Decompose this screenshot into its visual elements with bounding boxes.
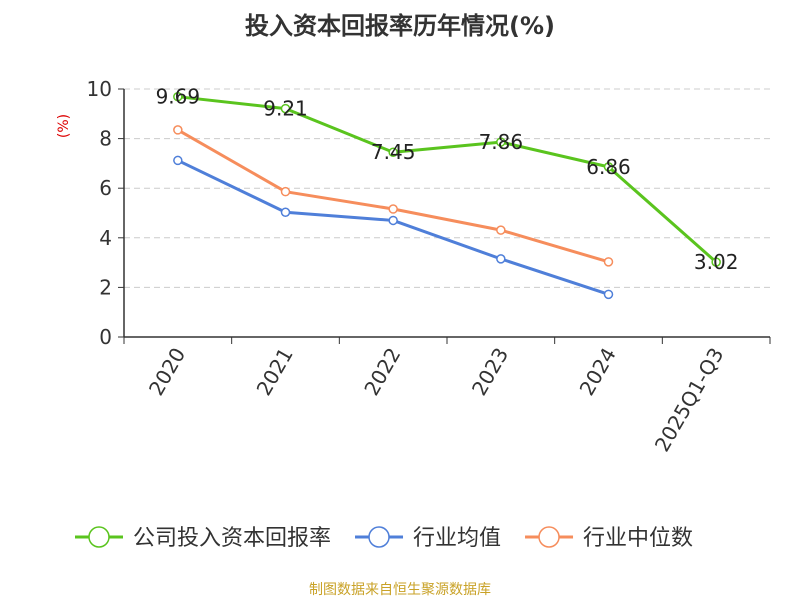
grid-lines bbox=[124, 88, 770, 288]
chart-title: 投入资本回报率历年情况(%) bbox=[245, 12, 555, 40]
y-tick-label: 2 bbox=[99, 275, 112, 299]
legend-marker bbox=[88, 526, 110, 548]
data-label: 7.45 bbox=[371, 140, 416, 164]
x-tick-label: 2023 bbox=[467, 344, 513, 400]
legend-label: 行业均值 bbox=[413, 526, 501, 551]
data-point bbox=[603, 162, 614, 172]
series-line bbox=[177, 159, 609, 296]
data-point bbox=[496, 225, 506, 235]
data-label: 7.86 bbox=[479, 130, 524, 154]
legend-label: 公司投入资本回报率 bbox=[133, 526, 331, 551]
source-note: 制图数据来自恒生聚源数据库 bbox=[309, 582, 491, 598]
legend: 公司投入资本回报率 行业均值 行业中位数 bbox=[75, 526, 693, 551]
data-point bbox=[603, 257, 614, 267]
data-point bbox=[603, 289, 614, 300]
series-line bbox=[177, 95, 718, 264]
data-point bbox=[496, 254, 506, 264]
data-point bbox=[496, 137, 506, 147]
legend-marker bbox=[368, 526, 390, 548]
axes: 0 2 4 6 8 10 2020 2021 2022 2023 2024 2025Q1-Q3 bbox=[87, 77, 771, 456]
data-point bbox=[711, 257, 721, 267]
series-layer bbox=[173, 91, 721, 300]
data-point bbox=[173, 91, 183, 102]
x-tick-label: 2020 bbox=[144, 344, 190, 400]
y-tick-label: 8 bbox=[99, 127, 112, 151]
data-labels: 9.69 9.21 7.45 7.86 6.86 3.02 bbox=[156, 85, 739, 274]
x-tick-label: 2021 bbox=[252, 344, 298, 400]
data-point bbox=[388, 147, 398, 157]
y-tick-label: 10 bbox=[87, 77, 112, 101]
x-tick-label: 2022 bbox=[359, 344, 405, 400]
data-label: 9.69 bbox=[156, 85, 201, 109]
y-tick-label: 0 bbox=[99, 325, 112, 349]
data-point bbox=[173, 125, 183, 135]
data-point bbox=[173, 155, 183, 166]
legend-marker bbox=[538, 526, 560, 548]
data-point bbox=[280, 103, 291, 114]
x-tick-label: 2024 bbox=[575, 344, 621, 400]
x-tick-label: 2025Q1-Q3 bbox=[650, 344, 729, 456]
data-point bbox=[280, 186, 291, 197]
y-tick-label: 6 bbox=[99, 176, 112, 200]
data-point bbox=[280, 207, 291, 218]
y-tick-label: 4 bbox=[99, 226, 112, 250]
y-axis-label: (%) bbox=[56, 114, 72, 138]
legend-label: 行业中位数 bbox=[583, 526, 693, 551]
data-point bbox=[388, 215, 398, 226]
data-point bbox=[388, 204, 398, 214]
data-label: 6.86 bbox=[586, 155, 631, 179]
data-label: 9.21 bbox=[263, 97, 308, 121]
data-label: 3.02 bbox=[694, 250, 739, 274]
